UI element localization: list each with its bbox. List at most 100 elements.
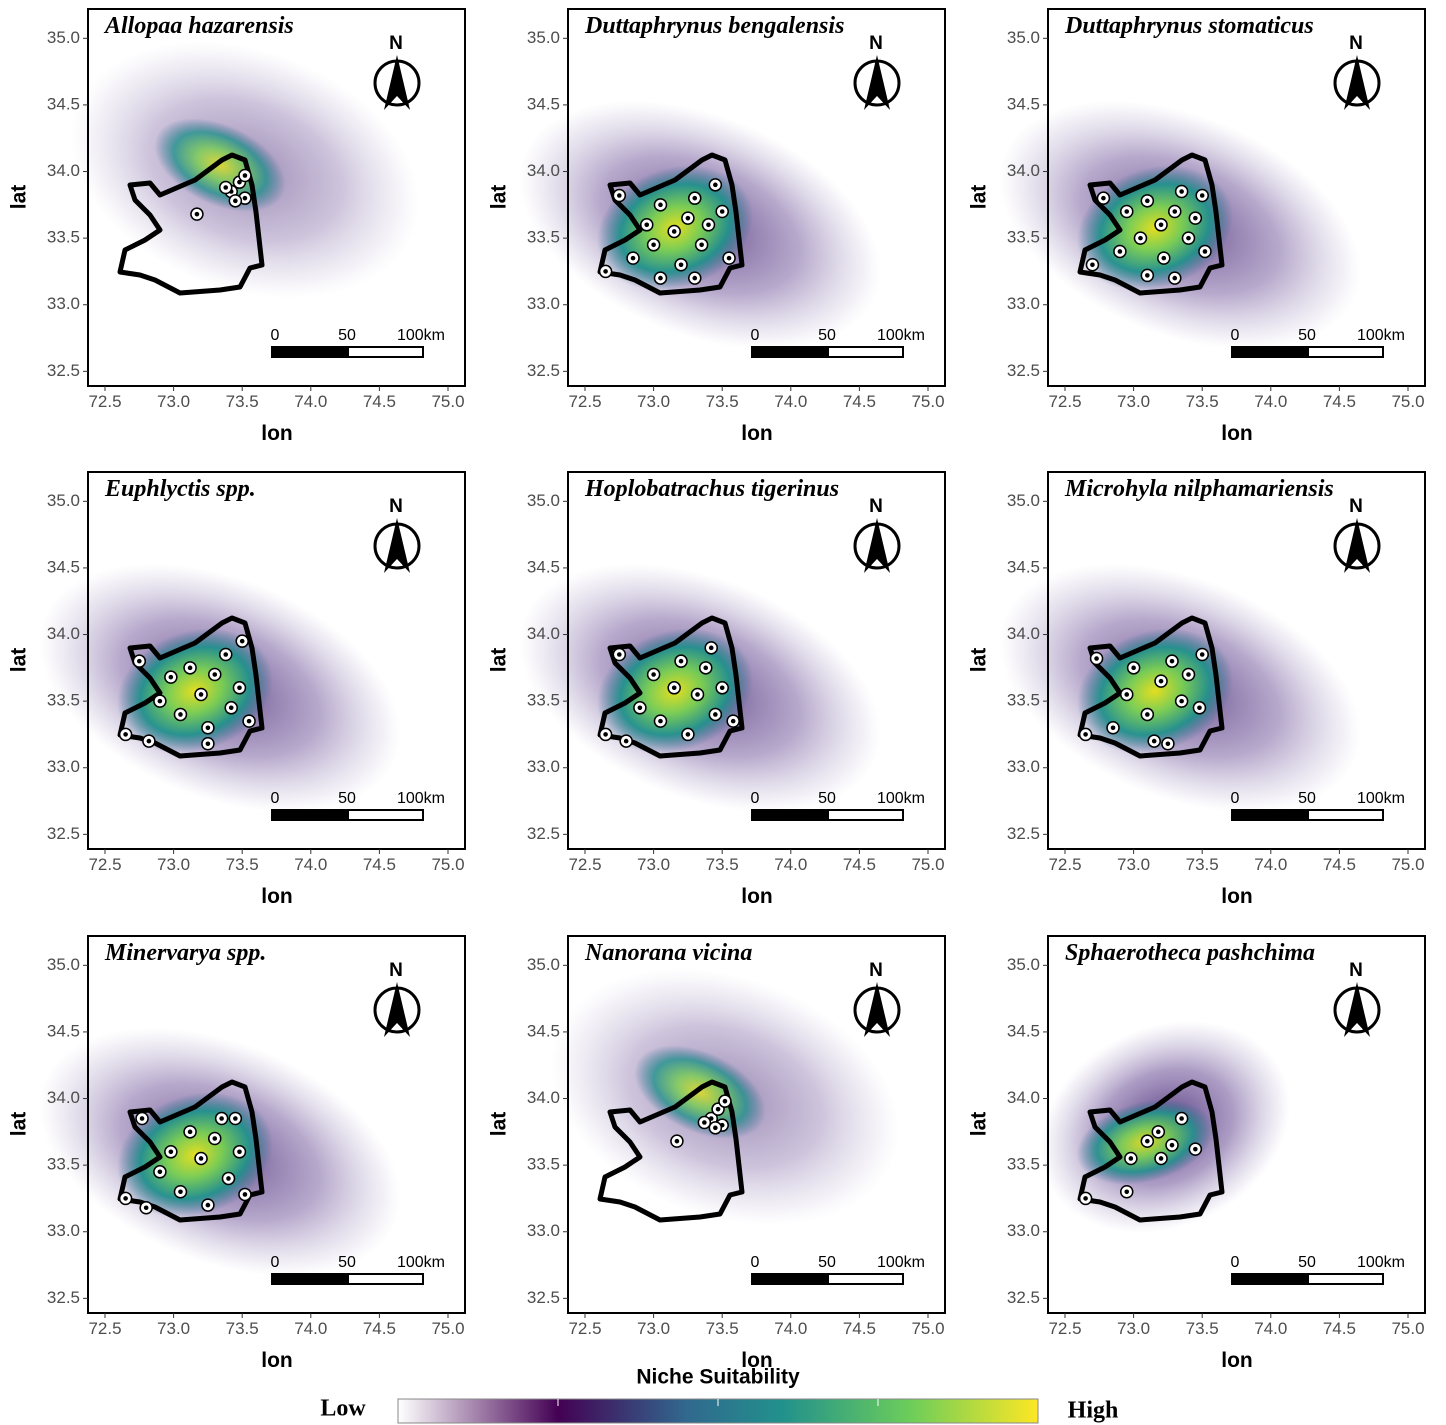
scale-label: 0 [271,1254,280,1271]
plot-frame [567,471,946,850]
legend-low: Low [320,1396,366,1422]
x-tick-label: 73.5 [706,855,739,874]
occurrence-dot [178,712,183,717]
scale-bar-fill [272,1274,349,1284]
scale-label: 100km [1357,1254,1405,1271]
y-tick-label: 34.5 [527,94,560,113]
scale-label: 50 [818,327,836,344]
scale-bar-fill [272,810,349,820]
y-tick-label: 35.0 [47,28,80,47]
y-tick-label: 34.0 [1007,624,1040,643]
occurrence-dot [1117,249,1123,254]
y-tick-label: 33.5 [527,228,560,247]
x-tick-label: 74.5 [843,392,876,411]
x-axis-label: lon [741,885,773,908]
x-axis-label: lon [261,1349,293,1372]
occurrence-dot [157,1169,163,1175]
scale-bar-fill [1232,810,1309,820]
y-tick-label: 35.0 [1007,491,1040,510]
occurrence-dot [1158,222,1164,228]
x-tick-label: 74.0 [1254,855,1287,874]
y-tick-label: 35.0 [47,491,80,510]
occurrence-dot [617,193,622,198]
y-axis-label: lat [8,1112,31,1137]
panel-title: Euphlyctis spp. [104,476,256,502]
scale-label: 0 [271,790,280,807]
occurrence-dot [671,685,677,691]
occurrence-dot [671,229,677,234]
x-tick-label: 75.0 [431,1319,464,1338]
occurrence-dot [123,1196,128,1201]
occurrence-dot [1083,732,1088,737]
scale-label: 50 [1298,1254,1316,1271]
north-label: N [869,496,883,517]
y-tick-label: 35.0 [47,955,80,974]
occurrence-dot [168,1149,174,1155]
scale-label: 0 [1231,790,1240,807]
y-tick-label: 33.5 [1007,1155,1040,1174]
y-tick-label: 33.0 [47,757,80,776]
scale-label: 100km [877,327,925,344]
occurrence-dot [692,195,698,201]
occurrence-dot [1145,273,1150,278]
occurrence-dot [658,275,663,281]
x-tick-label: 72.5 [1048,392,1081,411]
y-tick-label: 34.5 [1007,94,1040,113]
occurrence-dot [603,732,608,737]
y-tick-label: 33.5 [527,691,560,710]
y-axis-label: lat [488,648,511,673]
occurrence-dot [1197,705,1202,711]
panel-title: Minervarya spp. [104,940,266,966]
north-arrow [384,982,410,1037]
panel-title: Nanorana vicina [584,940,752,966]
panel-title: Microhyla nilphamariensis [1064,476,1334,502]
scale-label: 50 [338,327,356,344]
panel-title: Duttaphrynus stomaticus [1064,13,1314,39]
x-axis-label: lon [261,885,293,908]
north-label: N [869,960,883,981]
occurrence-dot [237,179,242,185]
scale-label: 100km [397,327,445,344]
occurrence-dot [708,645,714,651]
occurrence-dot [1131,665,1136,671]
occurrence-dot [730,718,736,724]
scale-label: 100km [1357,790,1405,807]
scale-bar-fill [752,347,829,357]
y-tick-label: 34.5 [527,557,560,576]
x-tick-label: 74.5 [1323,1319,1356,1338]
y-tick-label: 35.0 [1007,955,1040,974]
x-axis-label: lon [741,422,773,445]
plot-frame [1047,935,1426,1314]
scale-label: 0 [751,790,760,807]
map-panel: Duttaphrynus stomaticus N 0 50 100km 72.5 73.0… [968,8,1426,445]
y-tick-label: 35.0 [527,491,560,510]
y-tick-label: 33.5 [47,228,80,247]
x-tick-label: 73.5 [706,1319,739,1338]
occurrence-dot [1169,1142,1175,1148]
occurrence-dot [187,665,193,671]
study-boundary [117,1079,265,1223]
scale-label: 50 [338,790,356,807]
y-axis-label: lat [8,185,31,210]
north-label: N [1349,33,1363,54]
x-tick-label: 74.0 [774,392,807,411]
occurrence-dot [143,1205,149,1211]
study-boundary [117,152,265,296]
map-panel: Duttaphrynus bengalensis N 0 50 100km 72.5 73.… [488,8,946,445]
occurrence-dot [1172,209,1178,214]
occurrence-dot [651,242,656,248]
north-label: N [389,496,403,517]
y-tick-label: 32.5 [1007,1288,1040,1307]
occurrence-dot [1193,1146,1198,1152]
x-axis-label: lon [261,422,293,445]
x-tick-label: 74.5 [363,855,396,874]
x-tick-label: 72.5 [1048,855,1081,874]
x-tick-label: 73.5 [706,392,739,411]
occurrence-dot [237,685,242,691]
x-tick-label: 73.5 [1186,1319,1219,1338]
map-panel: Allopaa hazarensis N 0 50 100km 72.5 73.0 73.5 7… [8,8,466,445]
x-tick-label: 73.0 [1117,392,1150,411]
north-label: N [1349,496,1363,517]
occurrence-dot [713,1125,718,1131]
x-tick-label: 74.5 [843,855,876,874]
